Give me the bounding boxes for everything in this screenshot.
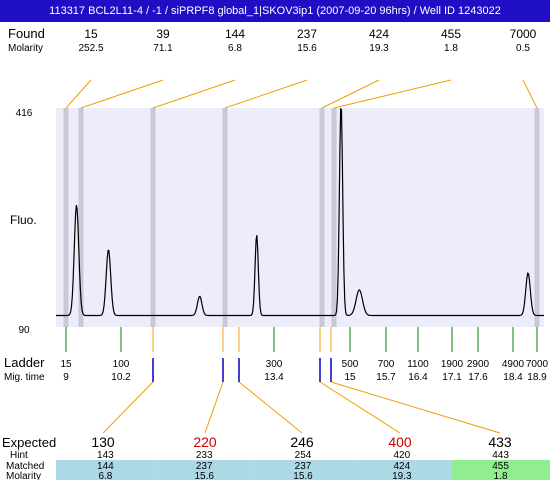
ladder-mig-time-label: 13.4	[264, 372, 284, 383]
ladder-row-label: Ladder	[4, 355, 45, 370]
found-molarity-label: 19.3	[369, 43, 389, 54]
ladder-mig-time-label: 17.6	[468, 372, 488, 383]
ladder-size-label: 15	[60, 359, 72, 370]
found-size-label: 7000	[510, 27, 537, 41]
found-peak-band	[222, 108, 228, 327]
found-connector-line	[152, 79, 236, 109]
found-molarity-label: 15.6	[297, 43, 317, 54]
matched-value: 144	[97, 461, 114, 472]
matched-molarity-value: 19.3	[392, 471, 412, 480]
ladder-mig-time-label: 18.9	[527, 372, 547, 383]
matched-value: 237	[196, 461, 213, 472]
fluorescence-trace-line	[56, 108, 544, 317]
expected-connector-line	[204, 381, 224, 434]
found-molarity-label: 71.1	[153, 43, 173, 54]
ladder-mig-time-label: 15	[344, 372, 356, 383]
ladder-size-label: 2900	[467, 359, 490, 370]
ladder-size-label: 1100	[407, 359, 429, 370]
found-molarity-label: 1.8	[444, 43, 458, 54]
hint-value: 254	[295, 450, 312, 461]
matched-cell	[154, 460, 254, 480]
matched-value: 455	[492, 461, 509, 472]
matched-molarity-value: 15.6	[293, 471, 313, 480]
ladder-mig-time-label: 16.4	[408, 372, 428, 383]
matched-molarity-value: 15.6	[194, 471, 214, 480]
matched-row-label: Matched	[6, 461, 44, 472]
found-connector-line	[333, 79, 452, 109]
ladder-size-label: 1900	[441, 359, 464, 370]
matched-cell	[253, 460, 353, 480]
found-peak-band	[319, 108, 325, 327]
found-peak-band	[534, 108, 540, 327]
molarity-row-label: Molarity	[8, 43, 43, 54]
plot-area	[56, 108, 544, 327]
found-peak-band	[331, 108, 337, 327]
expected-size-label: 220	[193, 434, 217, 450]
found-size-label: 424	[369, 27, 389, 41]
expected-connector-line	[102, 381, 154, 434]
y-axis-bottom-label: 90	[18, 325, 30, 336]
matched-molarity-value: 1.8	[494, 471, 508, 480]
expected-row-label: Expected	[2, 435, 56, 450]
found-molarity-label: 0.5	[516, 43, 530, 54]
matched-cell	[56, 460, 155, 480]
chart-title: 113317 BCL2L11-4 / -1 / siPRPF8 global_1…	[0, 0, 550, 22]
ladder-size-label: 700	[378, 359, 395, 370]
matched-value: 237	[295, 461, 312, 472]
matched-cell	[451, 460, 550, 480]
expected-size-label: 246	[290, 434, 314, 450]
expected-connector-line	[319, 381, 401, 434]
found-connector-line	[80, 79, 164, 109]
hint-value: 420	[393, 450, 410, 461]
found-size-label: 39	[156, 27, 170, 41]
matched-cell	[352, 460, 452, 480]
ladder-size-label: 4900	[502, 359, 525, 370]
ladder-size-label: 7000	[526, 359, 549, 370]
ladder-mig-time-label: 17.1	[442, 372, 462, 383]
matched-value: 424	[393, 461, 410, 472]
y-axis-label: Fluo.	[10, 213, 37, 227]
y-axis-top-label: 416	[16, 108, 33, 119]
found-size-label: 144	[225, 27, 245, 41]
found-connector-line	[321, 79, 380, 109]
hint-value: 443	[492, 450, 509, 461]
found-size-label: 237	[297, 27, 317, 41]
expected-size-label: 130	[91, 434, 115, 450]
found-peak-band	[150, 108, 156, 327]
hint-value: 233	[196, 450, 213, 461]
ladder-mig-time-label: 10.2	[111, 372, 131, 383]
ladder-size-label: 500	[342, 359, 359, 370]
expected-size-label: 400	[388, 434, 412, 450]
ladder-mig-time-label: 9	[63, 372, 69, 383]
expected-size-label: 433	[488, 434, 512, 450]
ladder-mig-time-label: 15.7	[376, 372, 396, 383]
found-size-label: 455	[441, 27, 461, 41]
hint-row-label: Hint	[10, 450, 28, 461]
found-peak-band	[63, 108, 69, 327]
hint-value: 143	[97, 450, 114, 461]
found-connector-line	[224, 79, 308, 109]
ladder-mig-time-label: 18.4	[503, 372, 523, 383]
found-connector-line	[522, 79, 538, 109]
ladder-size-label: 300	[266, 359, 283, 370]
ladder-size-label: 100	[113, 359, 130, 370]
found-peak-band	[78, 108, 84, 327]
found-molarity-label: 6.8	[228, 43, 242, 54]
mig-time-row-label: Mig. time	[4, 372, 45, 383]
found-size-label: 15	[84, 27, 98, 41]
found-row-label: Found	[8, 26, 45, 41]
found-connector-line	[65, 79, 92, 109]
molarity-bottom-row-label: Molarity	[6, 471, 41, 480]
found-molarity-label: 252.5	[78, 43, 103, 54]
expected-connector-line	[330, 381, 501, 434]
expected-connector-line	[238, 381, 303, 434]
matched-molarity-value: 6.8	[98, 471, 112, 480]
